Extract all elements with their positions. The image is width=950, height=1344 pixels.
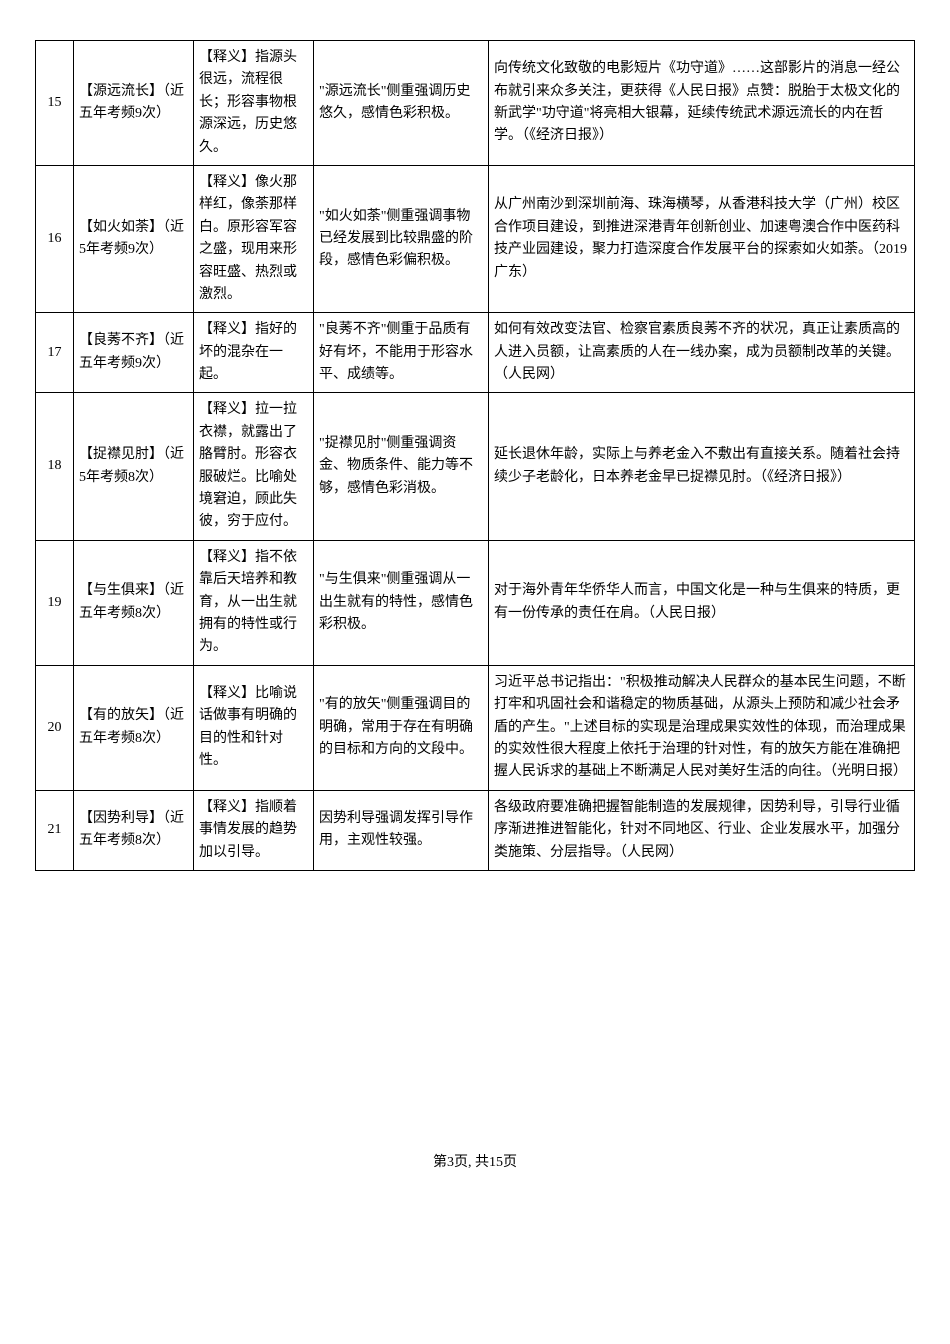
cell-usage: "有的放矢"侧重强调目的明确，常用于存在有明确的目标和方向的文段中。 xyxy=(314,665,489,790)
table-row: 20【有的放矢】（近五年考频8次）【释义】比喻说话做事有明确的目的性和针对性。"… xyxy=(36,665,915,790)
table-row: 16【如火如荼】（近5年考频9次）【释义】像火那样红，像荼那样白。原形容军容之盛… xyxy=(36,165,915,312)
cell-usage: "捉襟见肘"侧重强调资金、物质条件、能力等不够，感情色彩消极。 xyxy=(314,393,489,540)
cell-example: 习近平总书记指出："积极推动解决人民群众的基本民生问题，不断打牢和巩固社会和谐稳… xyxy=(489,665,915,790)
cell-number: 18 xyxy=(36,393,74,540)
cell-example: 从广州南沙到深圳前海、珠海横琴，从香港科技大学（广州）校区合作项目建设，到推进深… xyxy=(489,165,915,312)
cell-idiom: 【良莠不齐】（近五年考频9次） xyxy=(74,313,194,393)
table-row: 18【捉襟见肘】（近5年考频8次）【释义】拉一拉衣襟，就露出了胳臂肘。形容衣服破… xyxy=(36,393,915,540)
cell-example: 对于海外青年华侨华人而言，中国文化是一种与生俱来的特质，更有一份传承的责任在肩。… xyxy=(489,540,915,665)
cell-meaning: 【释义】拉一拉衣襟，就露出了胳臂肘。形容衣服破烂。比喻处境窘迫，顾此失彼，穷于应… xyxy=(194,393,314,540)
cell-usage: "源远流长"侧重强调历史悠久，感情色彩积极。 xyxy=(314,41,489,166)
cell-number: 16 xyxy=(36,165,74,312)
cell-usage: "如火如荼"侧重强调事物已经发展到比较鼎盛的阶段，感情色彩偏积极。 xyxy=(314,165,489,312)
cell-example: 向传统文化致敬的电影短片《功守道》……这部影片的消息一经公布就引来众多关注，更获… xyxy=(489,41,915,166)
cell-example: 如何有效改变法官、检察官素质良莠不齐的状况，真正让素质高的人进入员额，让高素质的… xyxy=(489,313,915,393)
cell-meaning: 【释义】指好的坏的混杂在一起。 xyxy=(194,313,314,393)
cell-example: 各级政府要准确把握智能制造的发展规律，因势利导，引导行业循序渐进推进智能化，针对… xyxy=(489,790,915,870)
cell-number: 20 xyxy=(36,665,74,790)
table-row: 17【良莠不齐】（近五年考频9次）【释义】指好的坏的混杂在一起。"良莠不齐"侧重… xyxy=(36,313,915,393)
table-row: 15【源远流长】（近五年考频9次）【释义】指源头很远，流程很长；形容事物根源深远… xyxy=(36,41,915,166)
cell-idiom: 【有的放矢】（近五年考频8次） xyxy=(74,665,194,790)
cell-meaning: 【释义】指源头很远，流程很长；形容事物根源深远，历史悠久。 xyxy=(194,41,314,166)
idiom-table: 15【源远流长】（近五年考频9次）【释义】指源头很远，流程很长；形容事物根源深远… xyxy=(35,40,915,871)
cell-idiom: 【因势利导】（近五年考频8次） xyxy=(74,790,194,870)
cell-usage: "与生俱来"侧重强调从一出生就有的特性，感情色彩积极。 xyxy=(314,540,489,665)
cell-meaning: 【释义】像火那样红，像荼那样白。原形容军容之盛，现用来形容旺盛、热烈或激烈。 xyxy=(194,165,314,312)
cell-number: 21 xyxy=(36,790,74,870)
cell-meaning: 【释义】比喻说话做事有明确的目的性和针对性。 xyxy=(194,665,314,790)
cell-idiom: 【捉襟见肘】（近5年考频8次） xyxy=(74,393,194,540)
table-row: 19【与生俱来】（近五年考频8次）【释义】指不依靠后天培养和教育，从一出生就拥有… xyxy=(36,540,915,665)
cell-idiom: 【如火如荼】（近5年考频9次） xyxy=(74,165,194,312)
cell-usage: "良莠不齐"侧重于品质有好有坏，不能用于形容水平、成绩等。 xyxy=(314,313,489,393)
cell-meaning: 【释义】指不依靠后天培养和教育，从一出生就拥有的特性或行为。 xyxy=(194,540,314,665)
cell-number: 15 xyxy=(36,41,74,166)
cell-number: 17 xyxy=(36,313,74,393)
table-body: 15【源远流长】（近五年考频9次）【释义】指源头很远，流程很长；形容事物根源深远… xyxy=(36,41,915,871)
cell-idiom: 【与生俱来】（近五年考频8次） xyxy=(74,540,194,665)
page-footer: 第3页, 共15页 xyxy=(35,1151,915,1171)
cell-idiom: 【源远流长】（近五年考频9次） xyxy=(74,41,194,166)
cell-example: 延长退休年龄，实际上与养老金入不敷出有直接关系。随着社会持续少子老龄化，日本养老… xyxy=(489,393,915,540)
table-row: 21【因势利导】（近五年考频8次）【释义】指顺着事情发展的趋势加以引导。因势利导… xyxy=(36,790,915,870)
cell-meaning: 【释义】指顺着事情发展的趋势加以引导。 xyxy=(194,790,314,870)
cell-number: 19 xyxy=(36,540,74,665)
cell-usage: 因势利导强调发挥引导作用，主观性较强。 xyxy=(314,790,489,870)
